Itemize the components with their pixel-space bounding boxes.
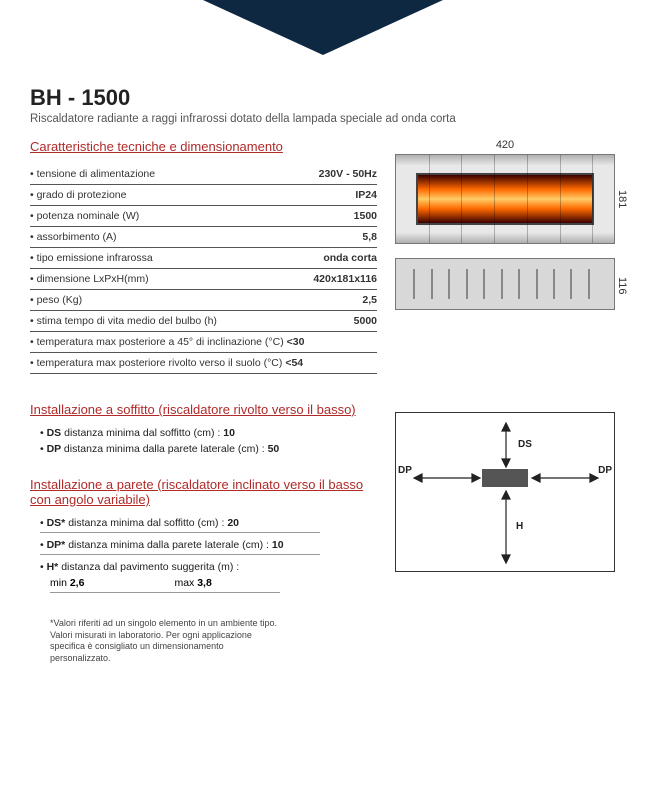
header-triangle: [203, 0, 443, 55]
label-ds: DS: [518, 439, 532, 450]
spec-row: assorbimento (A)5,8: [30, 227, 377, 248]
dim-width: 420: [395, 139, 615, 151]
install-item: DS distanza minima dal soffitto (cm) : 1…: [40, 427, 377, 439]
install-item: DS* distanza minima dal soffitto (cm) : …: [40, 517, 320, 533]
spec-row: temperatura max posteriore a 45° di incl…: [30, 332, 377, 353]
product-subtitle: Riscaldatore radiante a raggi infrarossi…: [30, 113, 615, 125]
min-max-row: min 2,6 max 3,8: [50, 577, 280, 593]
section-specs-header: Caratteristiche tecniche e dimensionamen…: [30, 139, 377, 154]
install-item: DP distanza minima dalla parete laterale…: [40, 443, 377, 455]
label-dp-right: DP: [598, 465, 612, 476]
footnote: *Valori riferiti ad un singolo elemento …: [50, 618, 280, 665]
distance-diagram: DS DP DP H: [395, 412, 615, 572]
product-bottom-view: 116: [395, 258, 615, 310]
install-item: H* distanza dal pavimento suggerita (m) …: [40, 561, 377, 573]
dim-depth: 116: [616, 277, 628, 295]
label-h: H: [516, 521, 523, 532]
spec-row: grado di protezioneIP24: [30, 185, 377, 206]
diagram-heater-box: [482, 469, 528, 487]
section-ceiling-header: Installazione a soffitto (riscaldatore r…: [30, 402, 377, 417]
spec-row: temperatura max posteriore rivolto verso…: [30, 353, 377, 374]
specs-table: tensione di alimentazione230V - 50Hz gra…: [30, 164, 377, 374]
spec-row: potenza nominale (W)1500: [30, 206, 377, 227]
heater-element: [416, 173, 594, 225]
product-title: BH - 1500: [30, 85, 615, 111]
spec-row: tensione di alimentazione230V - 50Hz: [30, 164, 377, 185]
install-item: DP* distanza minima dalla parete lateral…: [40, 539, 320, 555]
spec-row: stima tempo di vita medio del bulbo (h)5…: [30, 311, 377, 332]
spec-row: dimensione LxPxH(mm)420x181x116: [30, 269, 377, 290]
section-wall-header: Installazione a parete (riscaldatore inc…: [30, 477, 377, 507]
spec-row: peso (Kg)2,5: [30, 290, 377, 311]
dim-height: 181: [616, 190, 628, 208]
spec-row: tipo emissione infrarossaonda corta: [30, 248, 377, 269]
product-front-view: 181: [395, 154, 615, 244]
label-dp-left: DP: [398, 465, 412, 476]
